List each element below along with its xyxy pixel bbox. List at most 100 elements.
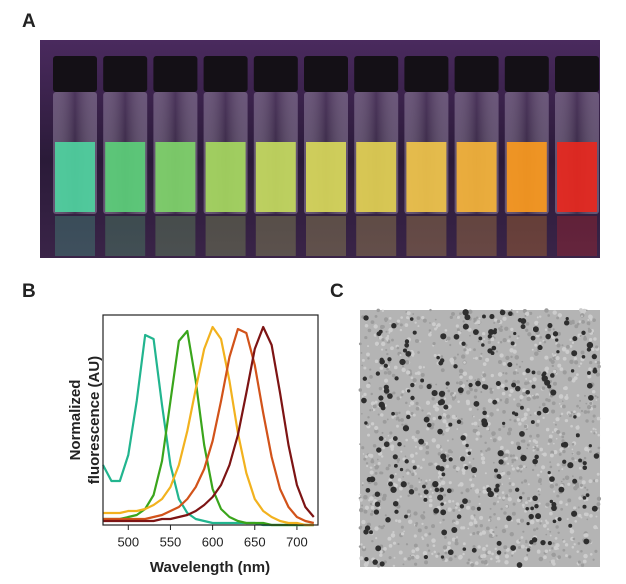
- tem-texture: [472, 475, 475, 478]
- tem-texture: [583, 553, 588, 559]
- x-tick-label: 650: [244, 534, 266, 549]
- tem-texture: [487, 447, 491, 451]
- tem-texture: [361, 484, 364, 486]
- tem-texture: [526, 381, 530, 385]
- tem-texture: [404, 360, 410, 365]
- tem-texture: [562, 356, 567, 361]
- tem-texture: [489, 412, 494, 417]
- tem-texture: [565, 393, 569, 397]
- tem-texture: [396, 498, 400, 502]
- tem-texture: [529, 510, 532, 512]
- nanoparticle: [582, 504, 587, 509]
- tem-texture: [406, 471, 410, 475]
- tem-texture: [580, 334, 582, 337]
- tem-texture: [392, 530, 395, 534]
- nanoparticle: [493, 487, 500, 493]
- panel-label: B: [22, 281, 36, 302]
- tem-texture: [371, 458, 374, 461]
- tem-texture: [392, 564, 396, 568]
- tem-texture: [449, 357, 455, 363]
- tem-texture: [592, 427, 595, 431]
- tem-texture: [403, 530, 405, 533]
- tem-texture: [591, 347, 595, 352]
- tem-texture: [417, 528, 422, 533]
- tem-texture: [426, 543, 429, 547]
- tem-texture: [358, 545, 362, 548]
- tem-texture: [526, 553, 529, 557]
- tem-texture: [559, 433, 562, 436]
- tem-texture: [558, 394, 564, 399]
- tem-texture: [479, 523, 484, 528]
- tem-texture: [455, 502, 460, 506]
- tem-texture: [372, 404, 377, 409]
- nanoparticle: [547, 470, 551, 475]
- tem-texture: [502, 362, 507, 366]
- tem-texture: [429, 308, 432, 312]
- nanoparticle: [460, 435, 466, 441]
- tem-texture: [469, 334, 471, 337]
- tem-texture: [369, 496, 374, 501]
- nanoparticle: [529, 540, 534, 545]
- nanoparticle: [440, 333, 447, 340]
- tem-texture: [548, 438, 553, 443]
- nanoparticle: [433, 507, 440, 514]
- nanoparticle: [383, 363, 388, 368]
- tem-texture: [446, 336, 451, 341]
- nanoparticle: [557, 517, 562, 522]
- tem-texture: [472, 457, 475, 460]
- nanoparticle: [376, 331, 382, 337]
- tem-texture: [466, 390, 471, 395]
- tem-texture: [545, 398, 549, 402]
- tem-texture: [492, 438, 497, 443]
- tem-texture: [452, 500, 455, 503]
- tem-texture: [470, 483, 475, 488]
- tem-texture: [428, 479, 431, 482]
- tem-texture: [559, 500, 563, 505]
- nanoparticle: [531, 370, 536, 375]
- vial-reflection: [557, 216, 597, 256]
- tem-texture: [369, 512, 374, 516]
- tem-texture: [456, 470, 458, 473]
- tem-texture: [527, 483, 530, 486]
- vial-liquid: [205, 142, 246, 212]
- tem-texture: [431, 491, 434, 494]
- tem-texture: [516, 498, 521, 503]
- tem-texture: [443, 535, 447, 539]
- tem-texture: [462, 552, 465, 556]
- tem-texture: [520, 481, 524, 484]
- nanoparticle: [510, 545, 517, 551]
- tem-texture: [396, 319, 401, 323]
- tem-texture: [422, 458, 425, 462]
- vial-cap: [404, 56, 449, 92]
- tem-texture: [374, 526, 379, 531]
- nanoparticle: [581, 330, 586, 335]
- tem-texture: [462, 371, 468, 376]
- tem-texture: [548, 549, 551, 552]
- tem-texture: [592, 414, 596, 418]
- tem-texture: [596, 472, 600, 476]
- tem-texture: [453, 392, 457, 395]
- tem-texture: [403, 557, 407, 561]
- tem-texture: [360, 352, 363, 354]
- tem-texture: [492, 530, 495, 534]
- tem-texture: [570, 411, 573, 414]
- tem-texture: [411, 435, 416, 440]
- tem-texture: [494, 318, 498, 322]
- tem-texture: [496, 408, 500, 412]
- tem-texture: [392, 541, 396, 545]
- tem-texture: [494, 547, 497, 551]
- nanoparticle: [423, 554, 428, 560]
- tem-texture: [388, 478, 392, 482]
- tem-texture: [552, 310, 557, 315]
- tem-texture: [446, 546, 451, 551]
- nanoparticle: [363, 315, 369, 321]
- nanoparticle: [471, 467, 478, 474]
- tem-texture: [368, 499, 371, 502]
- nanoparticle: [369, 476, 376, 483]
- nanoparticle: [372, 559, 378, 565]
- tem-texture: [556, 429, 561, 435]
- tem-texture: [534, 351, 539, 356]
- nanoparticle: [591, 505, 598, 512]
- tem-texture: [583, 336, 588, 341]
- vial-liquid: [557, 142, 597, 212]
